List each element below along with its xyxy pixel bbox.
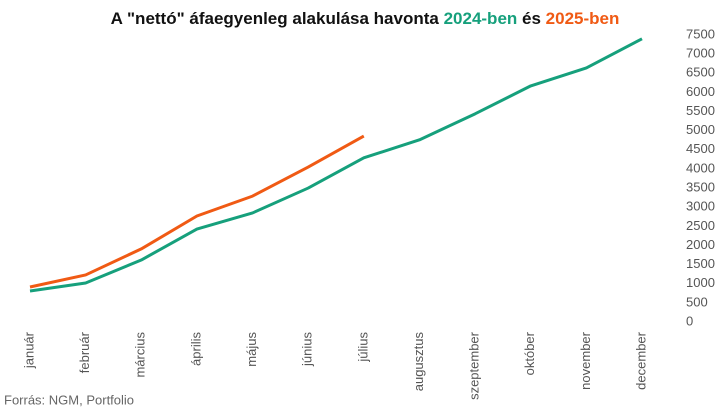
x-tick-label: január [21, 331, 36, 369]
y-tick-label: 7000 [686, 46, 715, 61]
y-tick-label: 1000 [686, 275, 715, 290]
source-note: Forrás: NGM, Portfolio [4, 392, 134, 407]
x-tick-label: május [244, 332, 259, 367]
x-tick-label: július [355, 332, 370, 363]
y-tick-label: 1500 [686, 256, 715, 271]
x-tick-label: november [578, 331, 593, 389]
x-tick-label: augusztus [411, 332, 426, 392]
x-tick-label: szeptember [467, 331, 482, 400]
y-tick-label: 3000 [686, 199, 715, 214]
legend-entry: 2024-ben [444, 9, 518, 28]
x-tick-label: február [77, 331, 92, 373]
series-line [29, 37, 643, 293]
y-tick-label: 4500 [686, 141, 715, 156]
x-tick-label: március [133, 332, 148, 378]
y-tick-label: 5500 [686, 103, 715, 118]
title-text: A "nettó" áfaegyenleg alakulása havonta [111, 9, 440, 28]
y-tick-label: 3500 [686, 180, 715, 195]
y-tick-label: 2000 [686, 237, 715, 252]
chart-title: A "nettó" áfaegyenleg alakulása havonta … [111, 9, 620, 28]
x-tick-label: április [188, 332, 203, 366]
y-tick-label: 6500 [686, 65, 715, 80]
x-tick-label: december [633, 331, 648, 389]
y-tick-label: 7500 [686, 26, 715, 41]
y-tick-label: 6000 [686, 84, 715, 99]
x-tick-label: június [300, 332, 315, 367]
y-tick-label: 500 [686, 294, 708, 309]
legend-joiner: és [522, 9, 541, 28]
y-tick-label: 5000 [686, 122, 715, 137]
y-tick-label: 0 [686, 313, 693, 328]
legend-entry: 2025-ben [546, 9, 620, 28]
series-line [29, 134, 365, 289]
x-tick-label: október [522, 331, 537, 375]
y-tick-label: 4000 [686, 160, 715, 175]
y-tick-label: 2500 [686, 218, 715, 233]
